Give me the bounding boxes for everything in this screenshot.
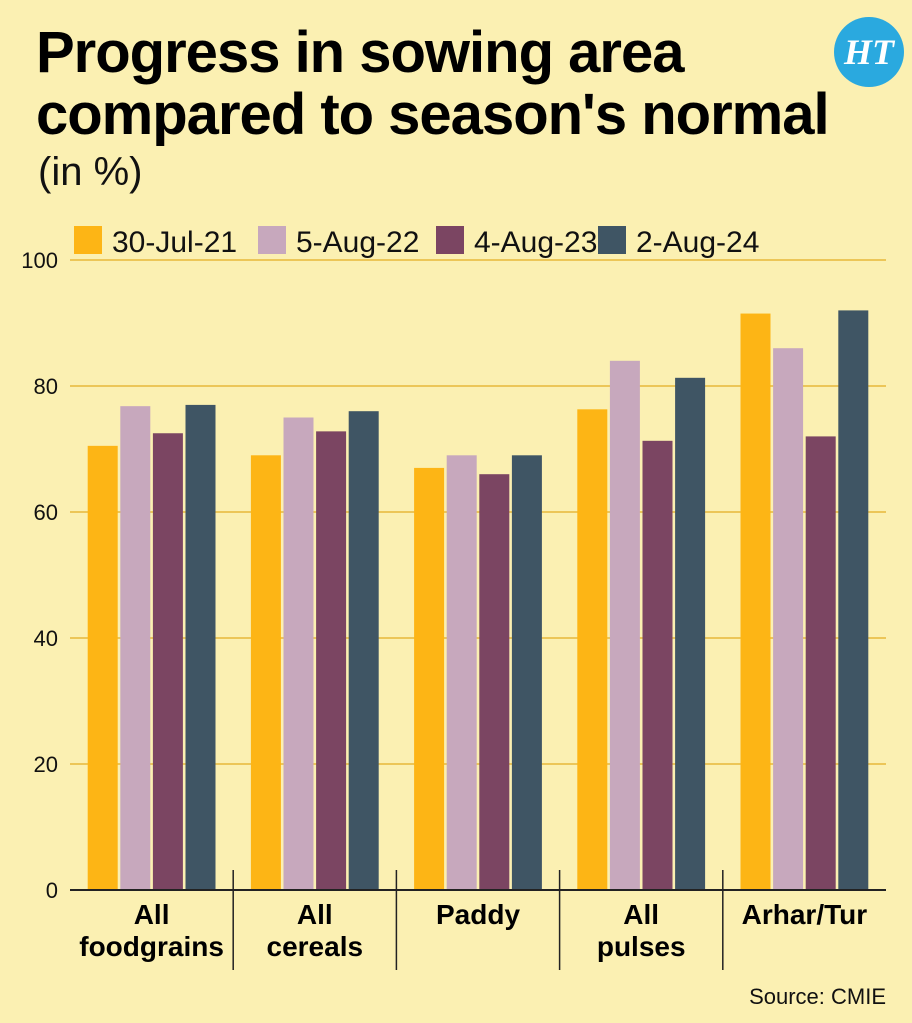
chart-subtitle: (in %) [38, 150, 143, 194]
bar [87, 445, 118, 890]
x-category-label: Arhar/Tur [742, 899, 868, 930]
y-axis-ticks: 0 20 40 60 80 100 [21, 248, 58, 903]
bar [675, 377, 706, 890]
bar [740, 313, 771, 890]
title-line-2: compared to season's normal [36, 82, 830, 147]
bar [120, 406, 151, 890]
y-tick-label: 0 [46, 878, 58, 903]
bar [283, 417, 314, 890]
bar [316, 431, 347, 890]
bar [479, 474, 510, 890]
title-line-1: Progress in sowing area [36, 20, 684, 85]
bar [511, 455, 542, 890]
y-tick-label: 20 [34, 752, 58, 777]
bar [185, 404, 216, 890]
bar [838, 310, 869, 890]
y-tick-label: 60 [34, 500, 58, 525]
legend-label: 30-Jul-21 [112, 226, 237, 259]
bar [152, 433, 183, 890]
x-category-label: All [134, 899, 170, 930]
legend-label: 5-Aug-22 [296, 226, 419, 259]
bar [773, 348, 804, 890]
legend-swatch [74, 226, 102, 254]
source-note: Source: CMIE [749, 984, 886, 1009]
legend-swatch [436, 226, 464, 254]
bar [642, 440, 673, 890]
x-category-label: cereals [267, 931, 364, 962]
ht-logo: HT [834, 17, 904, 87]
y-tick-label: 100 [21, 248, 58, 273]
bar [805, 436, 836, 890]
bar [446, 455, 477, 890]
x-category-label: All [623, 899, 659, 930]
chart-title: Progress in sowing area compared to seas… [36, 22, 836, 146]
legend-swatch [598, 226, 626, 254]
bar [348, 411, 379, 890]
x-category-label: Paddy [436, 899, 520, 930]
bar [577, 409, 608, 890]
bar [414, 467, 445, 890]
x-category-label: foodgrains [79, 931, 224, 962]
legend-label: 4-Aug-23 [474, 226, 597, 259]
legend-swatch [258, 226, 286, 254]
bar [609, 360, 640, 890]
legend-label: 2-Aug-24 [636, 226, 759, 259]
y-tick-label: 40 [34, 626, 58, 651]
bars [87, 310, 869, 890]
bar [250, 455, 281, 890]
y-tick-label: 80 [34, 374, 58, 399]
x-category-label: All [297, 899, 333, 930]
legend: 30-Jul-21 5-Aug-22 4-Aug-23 2-Aug-24 [74, 226, 759, 259]
x-category-label: pulses [597, 931, 686, 962]
